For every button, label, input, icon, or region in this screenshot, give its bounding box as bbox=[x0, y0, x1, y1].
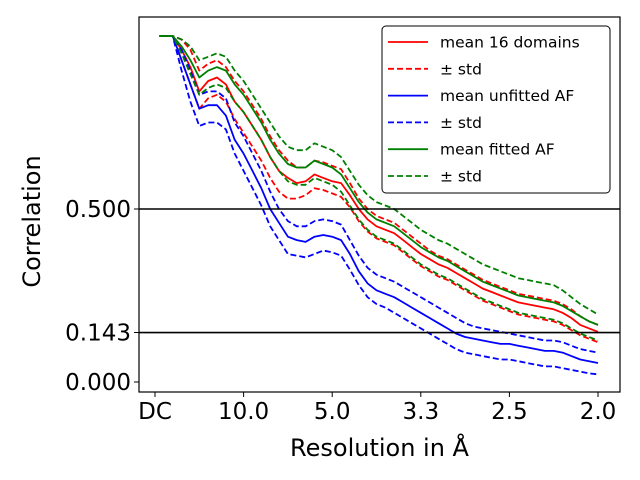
y-tick-label-2: 0.143 bbox=[65, 321, 131, 347]
reference-lines bbox=[139, 208, 620, 334]
series-layer bbox=[159, 35, 599, 376]
y-tick-label-3: 0.500 bbox=[65, 197, 131, 223]
legend: mean 16 domains ± std mean unfitted AF ± st… bbox=[381, 25, 611, 194]
series-line-6--std bbox=[159, 35, 599, 376]
tick-layer: DC 10.0 5.0 3.3 2.5 2.0 0.000 0.143 0.500 bbox=[65, 197, 616, 425]
legend-box bbox=[381, 25, 611, 194]
x-tick-label-4: 3.3 bbox=[403, 399, 440, 425]
x-tick-label-6: 2.0 bbox=[580, 399, 617, 425]
series-line-4-mean-unfitted-af bbox=[159, 35, 599, 364]
x-tick-label-1: DC bbox=[138, 399, 172, 425]
y-axis-label: Correlation bbox=[18, 155, 46, 287]
series-line-3--std bbox=[159, 35, 599, 344]
series-line-8--std bbox=[159, 35, 599, 316]
series-line-5--std bbox=[159, 35, 599, 354]
legend-label-5: mean fitted AF bbox=[440, 141, 555, 159]
legend-label-3: mean unfitted AF bbox=[440, 87, 574, 105]
x-tick-label-3: 5.0 bbox=[314, 399, 351, 425]
x-tick-label-5: 2.5 bbox=[491, 399, 528, 425]
y-tick-label-1: 0.000 bbox=[65, 370, 131, 396]
x-tick-label-2: 10.0 bbox=[218, 399, 269, 425]
plot-frame bbox=[138, 16, 621, 393]
x-axis-label: Resolution in Å bbox=[290, 433, 470, 462]
legend-label-1: mean 16 domains bbox=[440, 34, 580, 52]
series-line-9--std bbox=[159, 35, 599, 342]
legend-label-6: ± std bbox=[440, 168, 482, 186]
series-line-2--std bbox=[159, 35, 599, 326]
series-line-7-mean-fitted-af bbox=[159, 35, 599, 326]
legend-label-2: ± std bbox=[440, 60, 482, 78]
legend-label-4: ± std bbox=[440, 114, 482, 132]
